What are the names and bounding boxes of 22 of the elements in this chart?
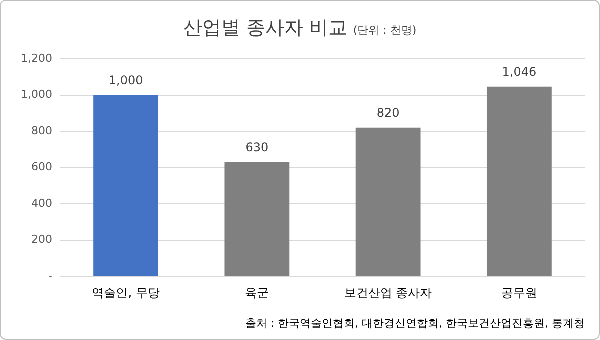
data-label: 820 bbox=[376, 106, 400, 120]
x-tick-label: 육군 bbox=[245, 286, 270, 300]
data-label: 1,000 bbox=[108, 73, 144, 88]
y-tick-label: 1,200 bbox=[20, 52, 52, 65]
y-tick-label: 200 bbox=[31, 233, 52, 246]
y-tick-label: - bbox=[48, 269, 53, 282]
y-tick-label: 800 bbox=[31, 124, 52, 138]
data-label: 630 bbox=[246, 140, 269, 154]
chart-title: 산업별 종사자 비교 bbox=[183, 17, 348, 39]
x-tick-label: 보건산업 종사자 bbox=[344, 286, 432, 300]
bar bbox=[224, 162, 290, 276]
bar bbox=[486, 86, 552, 276]
bar bbox=[356, 128, 421, 276]
data-label: 1,046 bbox=[502, 65, 537, 80]
chart-subtitle: (단위 : 천명) bbox=[353, 24, 417, 37]
y-tick-label: 600 bbox=[31, 160, 52, 174]
x-tick-label: 역술인, 무당 bbox=[92, 286, 160, 300]
y-tick-label: 1,000 bbox=[20, 88, 52, 102]
bar bbox=[94, 95, 159, 276]
source-note: 출처 : 한국역술인협회, 대한경신연합회, 한국보건산업진흥원, 통계청 bbox=[245, 316, 585, 331]
x-tick-label: 공무원 bbox=[501, 286, 538, 300]
y-tick-label: 400 bbox=[31, 196, 52, 210]
